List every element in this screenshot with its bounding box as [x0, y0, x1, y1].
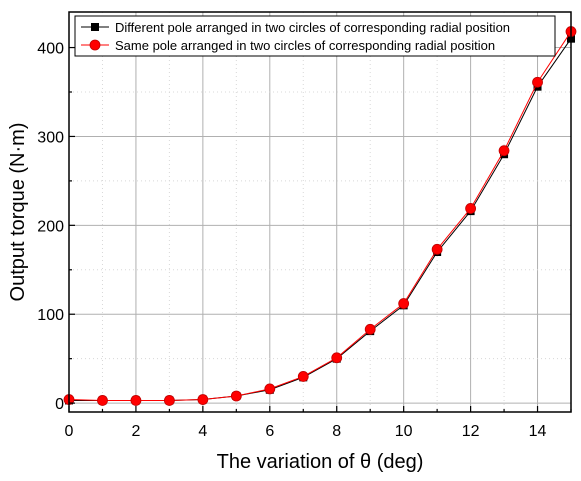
- data-point-circle: [297, 371, 309, 382]
- legend: Different pole arranged in two circles o…: [74, 15, 556, 57]
- series-line: [69, 38, 572, 401]
- y-tick-label: 100: [37, 307, 64, 324]
- data-point-circle: [331, 352, 343, 364]
- data-point-circle: [130, 395, 142, 406]
- legend-marker-square: [91, 23, 99, 31]
- legend-marker-circle: [89, 39, 101, 51]
- data-point-circle: [431, 243, 443, 255]
- legend-label-same-pole: Same pole arranged in two circles of cor…: [115, 38, 495, 53]
- data-point-circle: [197, 394, 209, 405]
- y-tick-label: 0: [55, 396, 64, 413]
- x-tick-label: 0: [65, 423, 74, 440]
- series-different-pole: [65, 34, 575, 405]
- data-point-circle: [498, 145, 510, 157]
- data-point-circle: [97, 395, 108, 406]
- y-tick-label: 200: [37, 218, 64, 235]
- legend-box: [74, 15, 556, 57]
- legend-label-different-pole: Different pole arranged in two circles o…: [115, 20, 510, 35]
- x-axis-title: The variation of θ (deg): [217, 451, 424, 473]
- grid: [69, 12, 571, 412]
- series-same-pole: [63, 26, 577, 406]
- y-tick-label: 400: [37, 41, 64, 58]
- series-layer: [63, 26, 577, 406]
- data-point-circle: [465, 203, 477, 214]
- x-tick-label: 10: [395, 423, 413, 440]
- x-tick-label: 14: [529, 423, 547, 440]
- x-tick-label: 4: [198, 423, 207, 440]
- x-tick-label: 6: [265, 423, 274, 440]
- y-tick-label: 300: [37, 129, 64, 146]
- series-line: [68, 31, 572, 401]
- data-point-circle: [264, 383, 276, 395]
- data-point-circle: [163, 395, 175, 406]
- x-tick-label: 12: [462, 423, 480, 440]
- data-point-circle: [364, 323, 376, 335]
- axis-ticks: 0 2 4 6 8 10 12 14 0 100 200 300 400: [37, 41, 572, 440]
- data-point-circle: [398, 298, 410, 309]
- data-point-circle: [230, 390, 242, 402]
- y-axis-title: Output torque (N·m): [7, 123, 29, 302]
- x-tick-label: 2: [131, 423, 140, 440]
- x-tick-label: 8: [332, 423, 341, 440]
- plot-frame: [68, 11, 572, 413]
- data-point-circle: [532, 76, 543, 88]
